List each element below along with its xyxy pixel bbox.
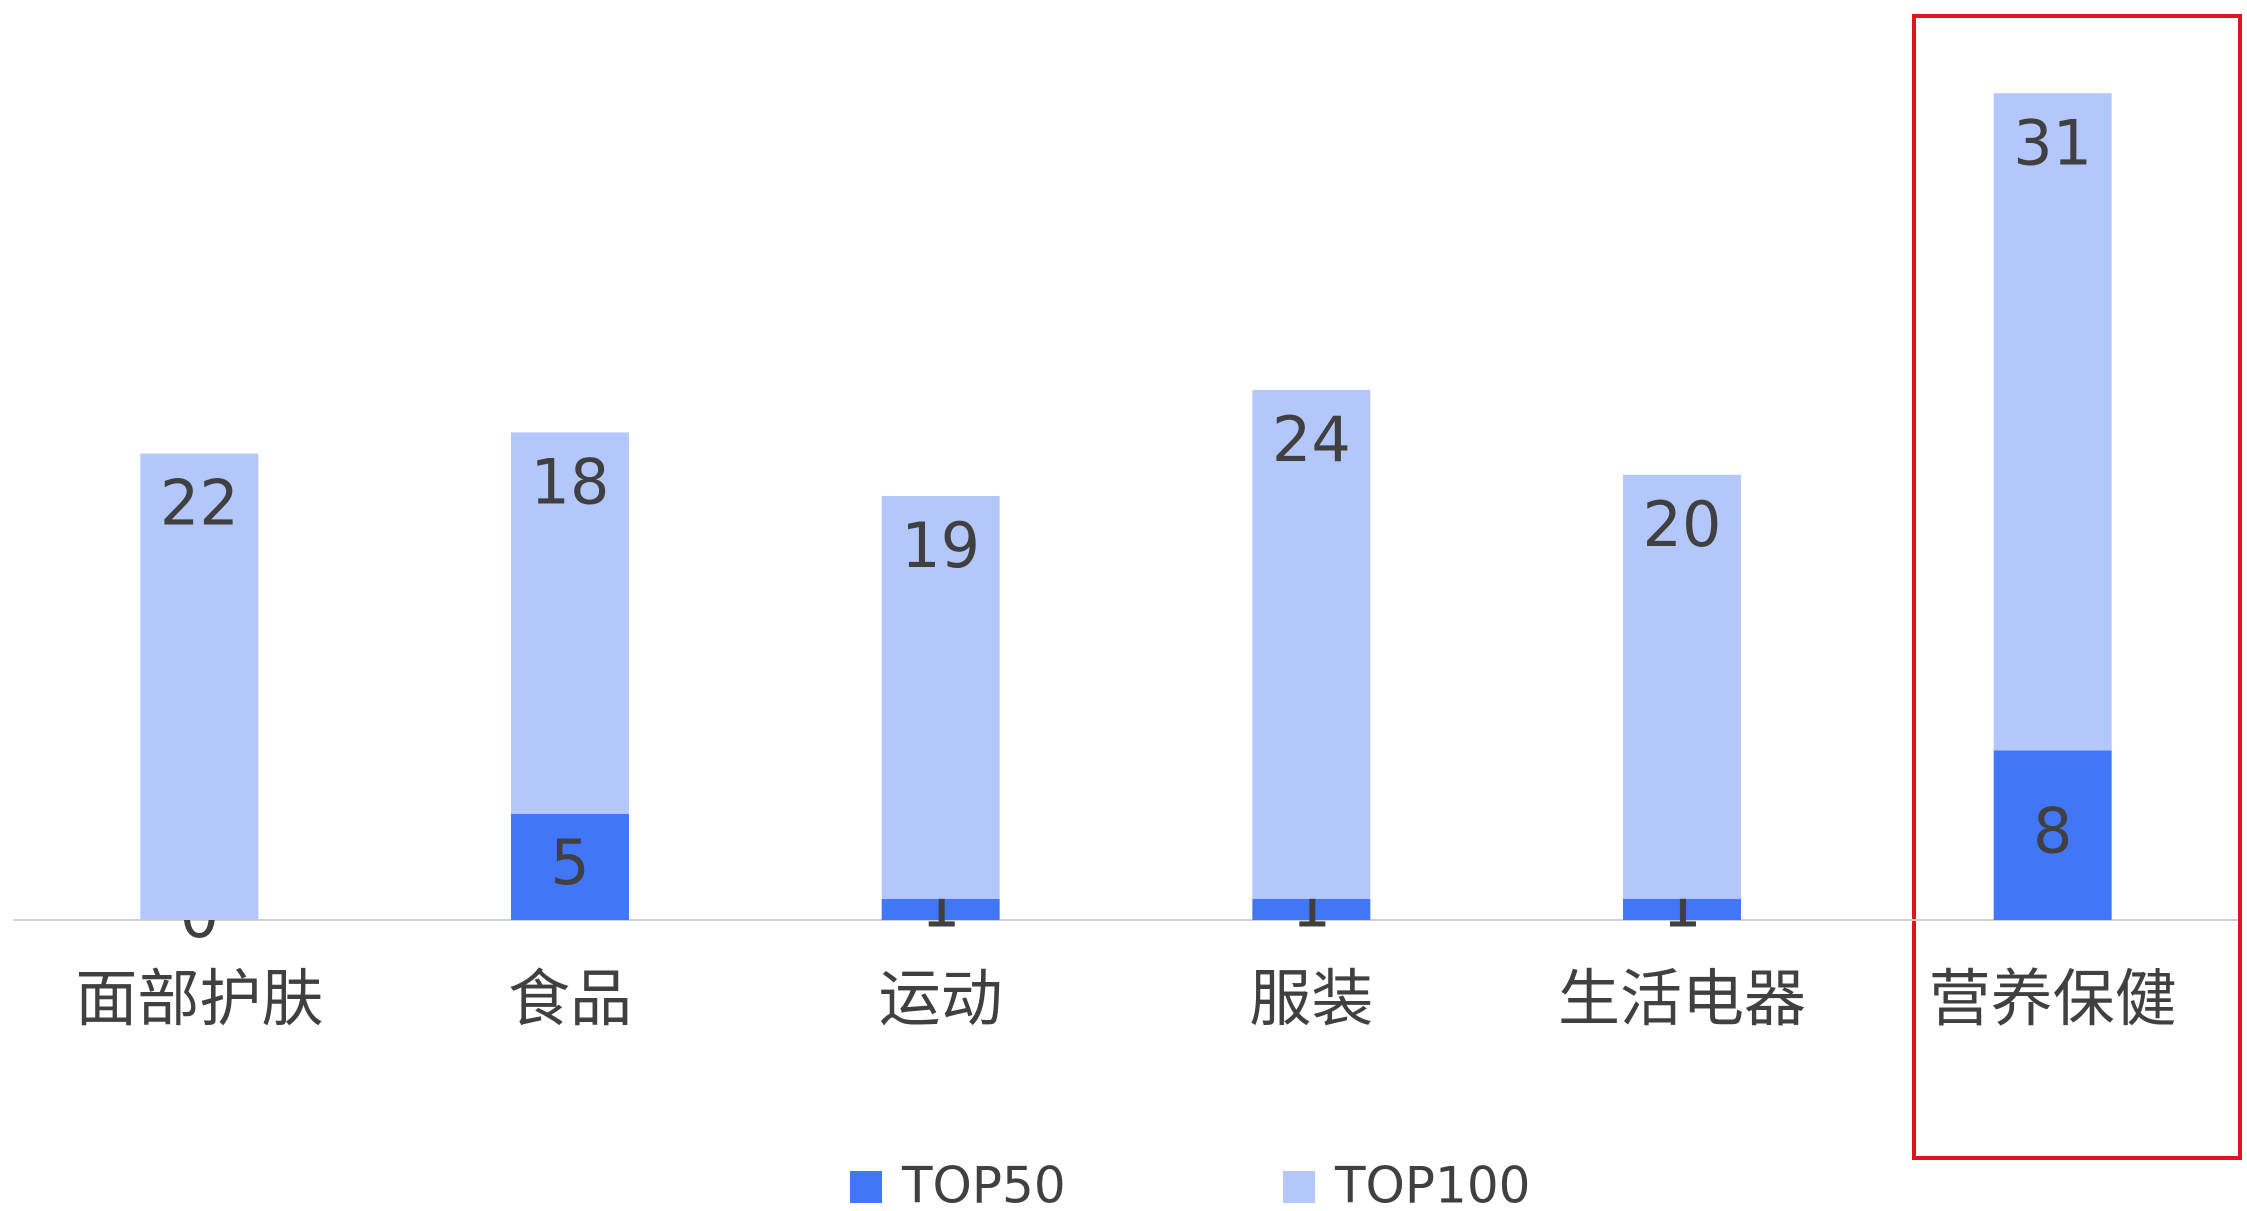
legend-swatch [1283, 1171, 1315, 1203]
bar-segment [1623, 898, 1741, 920]
highlight-box [1912, 14, 2242, 1160]
x-tick-label: 服装 [1249, 962, 1373, 1035]
bar-segment [140, 453, 259, 920]
data-label: 31 [2013, 106, 2092, 179]
legend-label: TOP100 [1334, 1157, 1530, 1211]
bar-segment [1252, 898, 1371, 920]
data-label: 8 [2033, 794, 2072, 867]
bar-segment [511, 432, 629, 814]
x-tick-label: 面部护肤 [75, 962, 323, 1035]
bar-segment [1993, 750, 2112, 920]
x-tick-label: 运动 [879, 962, 1003, 1035]
x-tick-label: 营养保健 [1929, 962, 2177, 1035]
legend-label: TOP50 [901, 1157, 1066, 1211]
legend-swatch [850, 1171, 882, 1203]
bar-segment [881, 496, 1000, 899]
data-label: 20 [1643, 488, 1722, 561]
bar-segment [511, 814, 629, 920]
data-label: 24 [1272, 403, 1351, 476]
bar-segment [1993, 93, 2112, 751]
data-label: 5 [550, 826, 589, 899]
data-label: 18 [531, 445, 610, 518]
data-label: 22 [160, 467, 239, 540]
bar-segment [1252, 390, 1371, 899]
bar-segment [1623, 474, 1741, 899]
bar-segment [881, 898, 1000, 920]
data-label: 19 [901, 509, 980, 582]
x-tick-label: 食品 [508, 962, 632, 1035]
x-tick-label: 生活电器 [1558, 962, 1806, 1035]
